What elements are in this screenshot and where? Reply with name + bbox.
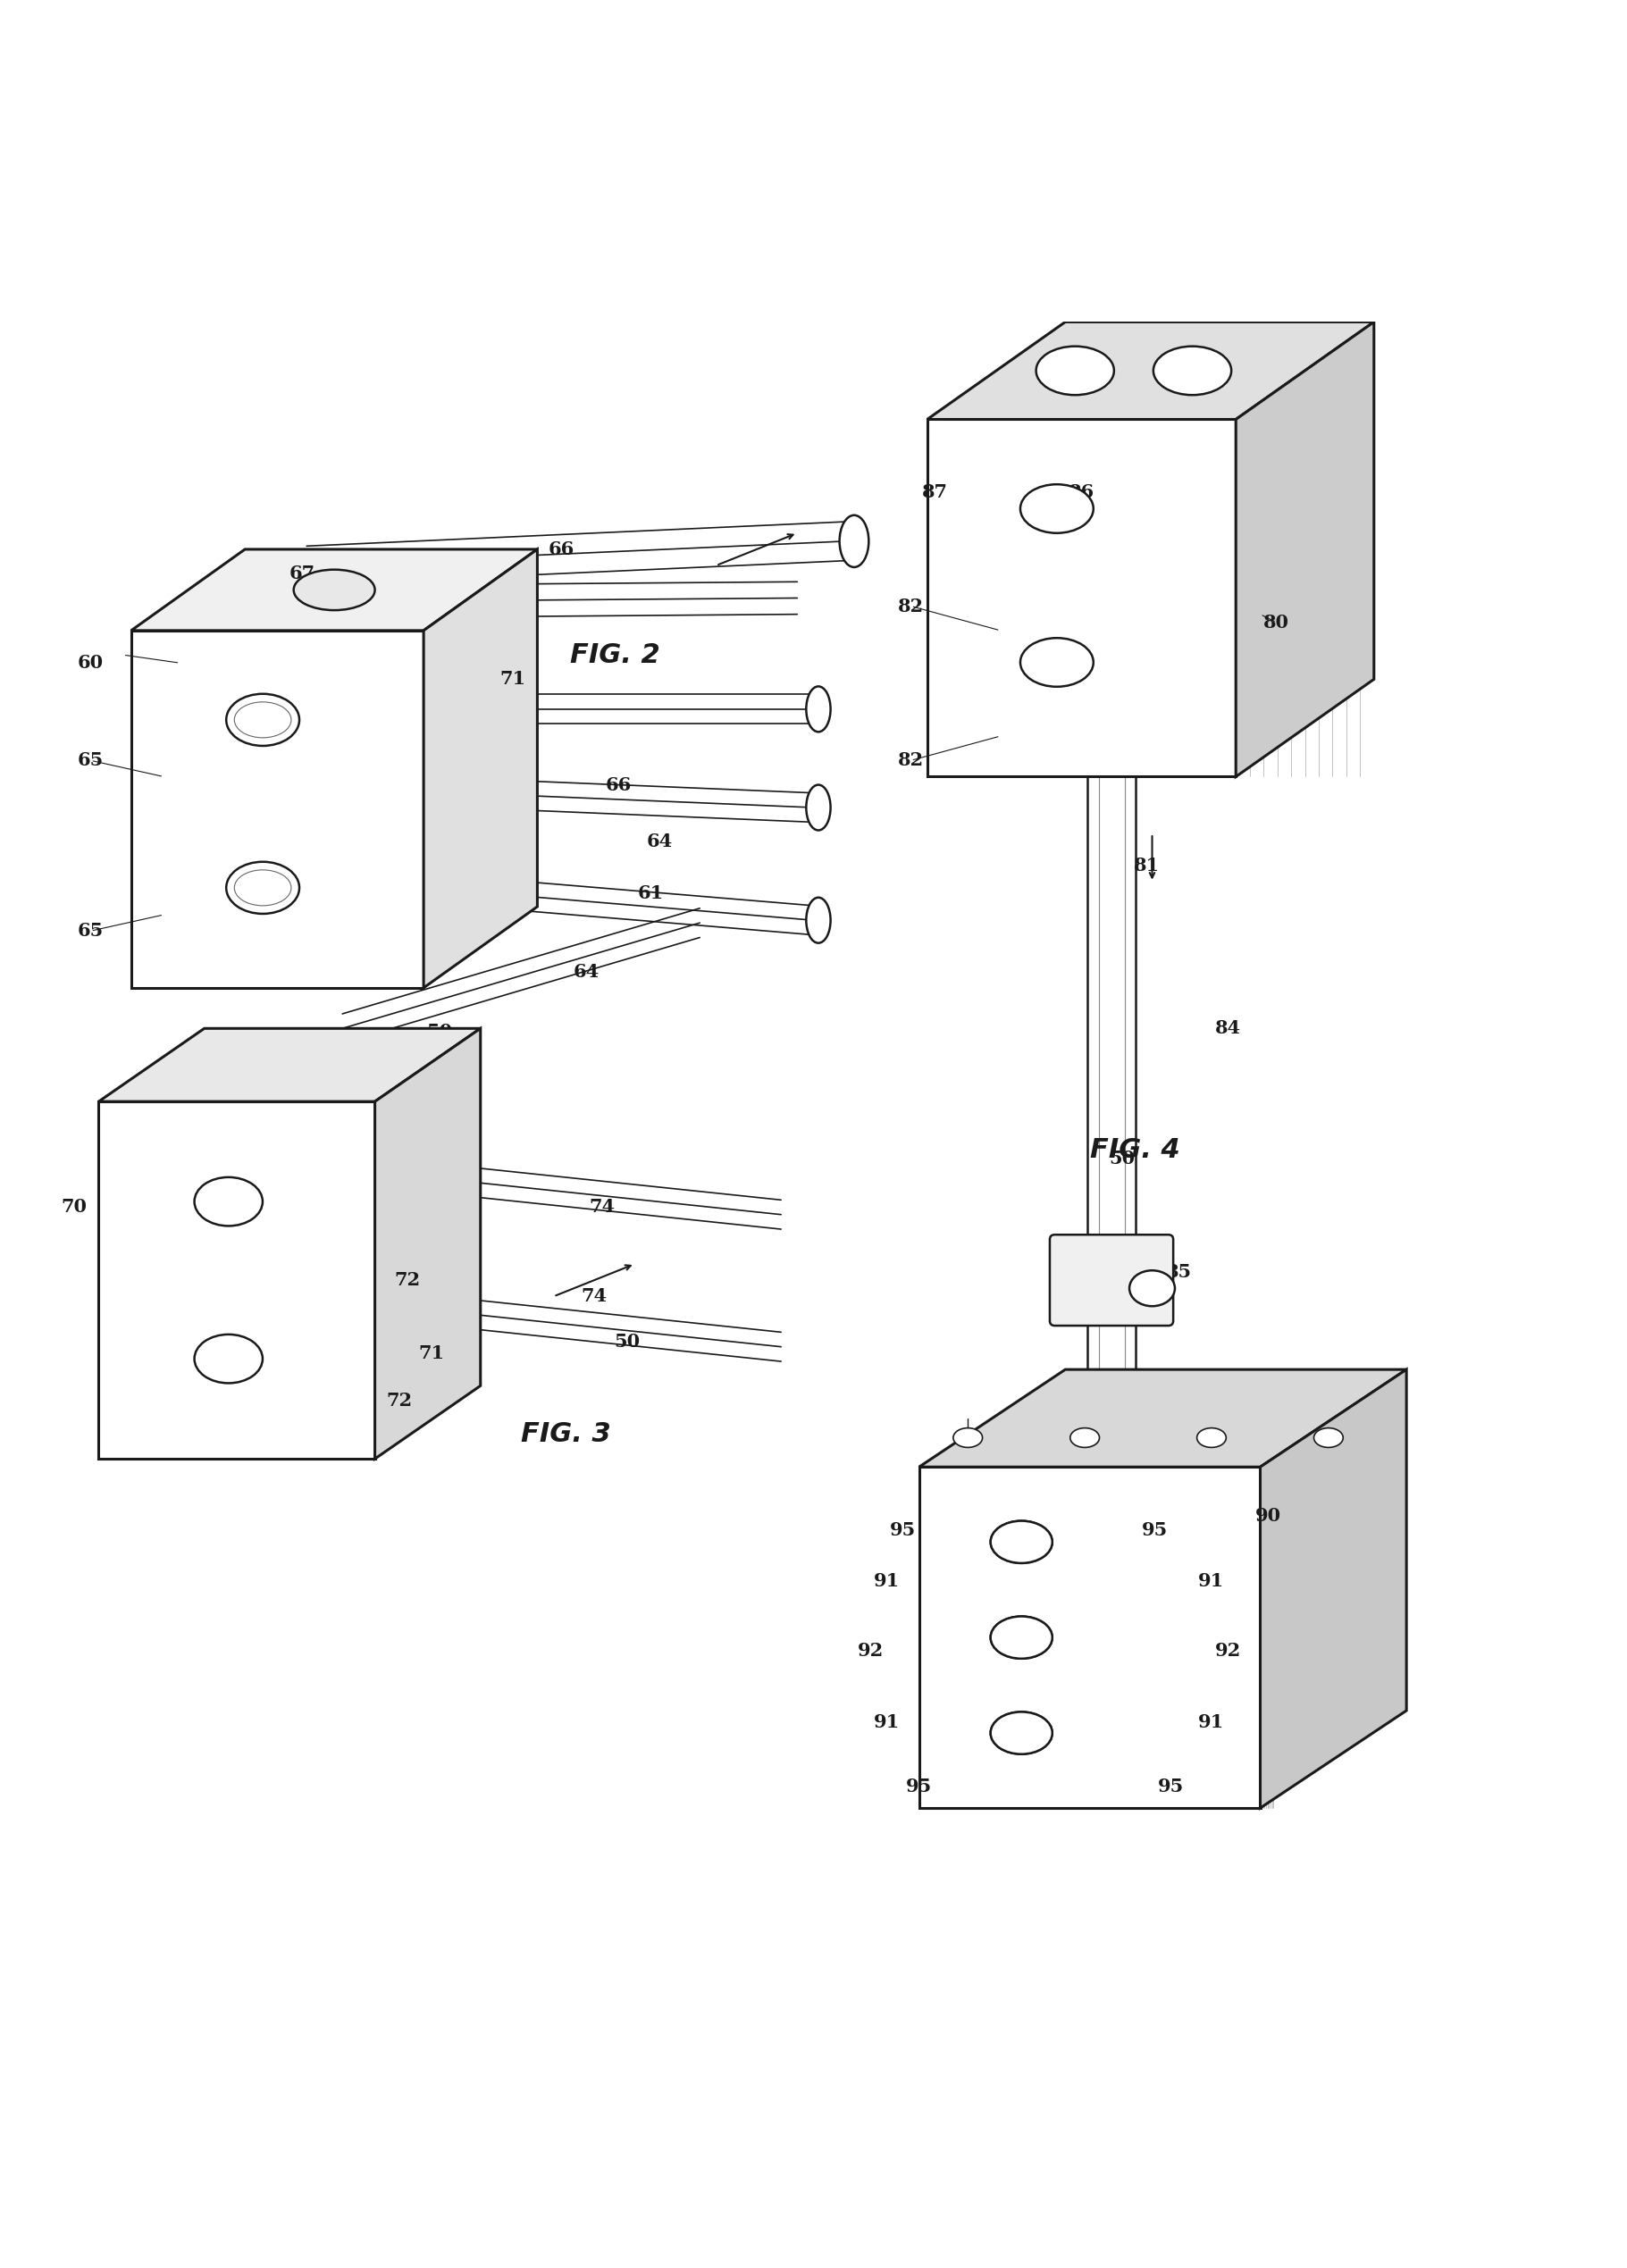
Text: 95: 95	[1158, 1778, 1184, 1796]
Text: 81: 81	[1134, 857, 1160, 875]
Text: FIG. 2: FIG. 2	[569, 642, 661, 667]
Ellipse shape	[194, 1334, 262, 1383]
Text: 95: 95	[906, 1778, 932, 1796]
Ellipse shape	[991, 1522, 1053, 1563]
Text: 64: 64	[646, 832, 672, 850]
Text: 50: 50	[426, 1023, 452, 1041]
Polygon shape	[132, 549, 537, 631]
Ellipse shape	[194, 1177, 262, 1227]
Ellipse shape	[991, 1522, 1053, 1563]
Text: 82: 82	[898, 751, 924, 769]
FancyBboxPatch shape	[99, 1102, 374, 1458]
Text: FIG. 3: FIG. 3	[521, 1422, 612, 1447]
Ellipse shape	[1197, 1429, 1227, 1447]
Ellipse shape	[807, 785, 830, 830]
Text: 66: 66	[548, 540, 574, 558]
Text: 71: 71	[418, 1345, 444, 1363]
Text: 64: 64	[573, 962, 599, 980]
Text: 92: 92	[1215, 1642, 1241, 1660]
Text: 70: 70	[62, 1198, 88, 1216]
Ellipse shape	[1154, 347, 1232, 395]
Text: 91: 91	[874, 1712, 900, 1730]
Text: 86: 86	[1069, 483, 1095, 501]
Text: 90: 90	[1256, 1506, 1282, 1524]
Ellipse shape	[1071, 1429, 1100, 1447]
Ellipse shape	[1315, 1429, 1344, 1447]
FancyBboxPatch shape	[132, 631, 423, 989]
Ellipse shape	[807, 898, 830, 943]
Ellipse shape	[1129, 1270, 1175, 1306]
Polygon shape	[374, 1027, 480, 1458]
Polygon shape	[1261, 1370, 1406, 1808]
Text: 72: 72	[386, 1393, 412, 1408]
Polygon shape	[1237, 322, 1373, 776]
Text: 80: 80	[1264, 612, 1290, 631]
Ellipse shape	[991, 1712, 1053, 1753]
Polygon shape	[99, 1027, 480, 1102]
Ellipse shape	[991, 1617, 1053, 1658]
Text: 66: 66	[605, 776, 631, 794]
Text: 65: 65	[78, 751, 104, 769]
FancyBboxPatch shape	[919, 1467, 1261, 1808]
Text: 74: 74	[581, 1288, 607, 1306]
Text: 50: 50	[1110, 1150, 1136, 1168]
Ellipse shape	[1036, 347, 1114, 395]
Text: 61: 61	[638, 885, 664, 903]
Ellipse shape	[807, 687, 830, 733]
Text: 74: 74	[589, 1198, 615, 1216]
Text: 50: 50	[613, 1334, 639, 1352]
Ellipse shape	[1020, 485, 1093, 533]
Text: 91: 91	[874, 1572, 900, 1590]
Polygon shape	[919, 1370, 1406, 1467]
Text: 65: 65	[78, 923, 104, 939]
Text: 82: 82	[898, 596, 924, 615]
Text: 95: 95	[1142, 1522, 1168, 1540]
Ellipse shape	[1020, 637, 1093, 687]
Polygon shape	[423, 549, 537, 989]
Text: 67: 67	[288, 565, 314, 583]
Ellipse shape	[226, 694, 299, 746]
Text: 87: 87	[923, 483, 949, 501]
Text: 71: 71	[499, 671, 526, 687]
Ellipse shape	[226, 862, 299, 914]
Text: 85: 85	[1167, 1263, 1193, 1281]
Text: 95: 95	[890, 1522, 916, 1540]
Ellipse shape	[991, 1712, 1053, 1753]
Ellipse shape	[991, 1617, 1053, 1658]
Text: FIG. 4: FIG. 4	[1090, 1136, 1180, 1163]
Text: 91: 91	[1199, 1712, 1225, 1730]
Ellipse shape	[293, 569, 374, 610]
Ellipse shape	[840, 515, 869, 567]
Text: 60: 60	[78, 653, 104, 671]
Ellipse shape	[953, 1429, 983, 1447]
Text: 72: 72	[394, 1272, 420, 1288]
Text: 92: 92	[857, 1642, 883, 1660]
Text: 84: 84	[1215, 1021, 1241, 1036]
FancyBboxPatch shape	[927, 420, 1237, 776]
Polygon shape	[927, 322, 1373, 420]
Text: 91: 91	[1199, 1572, 1225, 1590]
FancyBboxPatch shape	[1049, 1234, 1173, 1327]
